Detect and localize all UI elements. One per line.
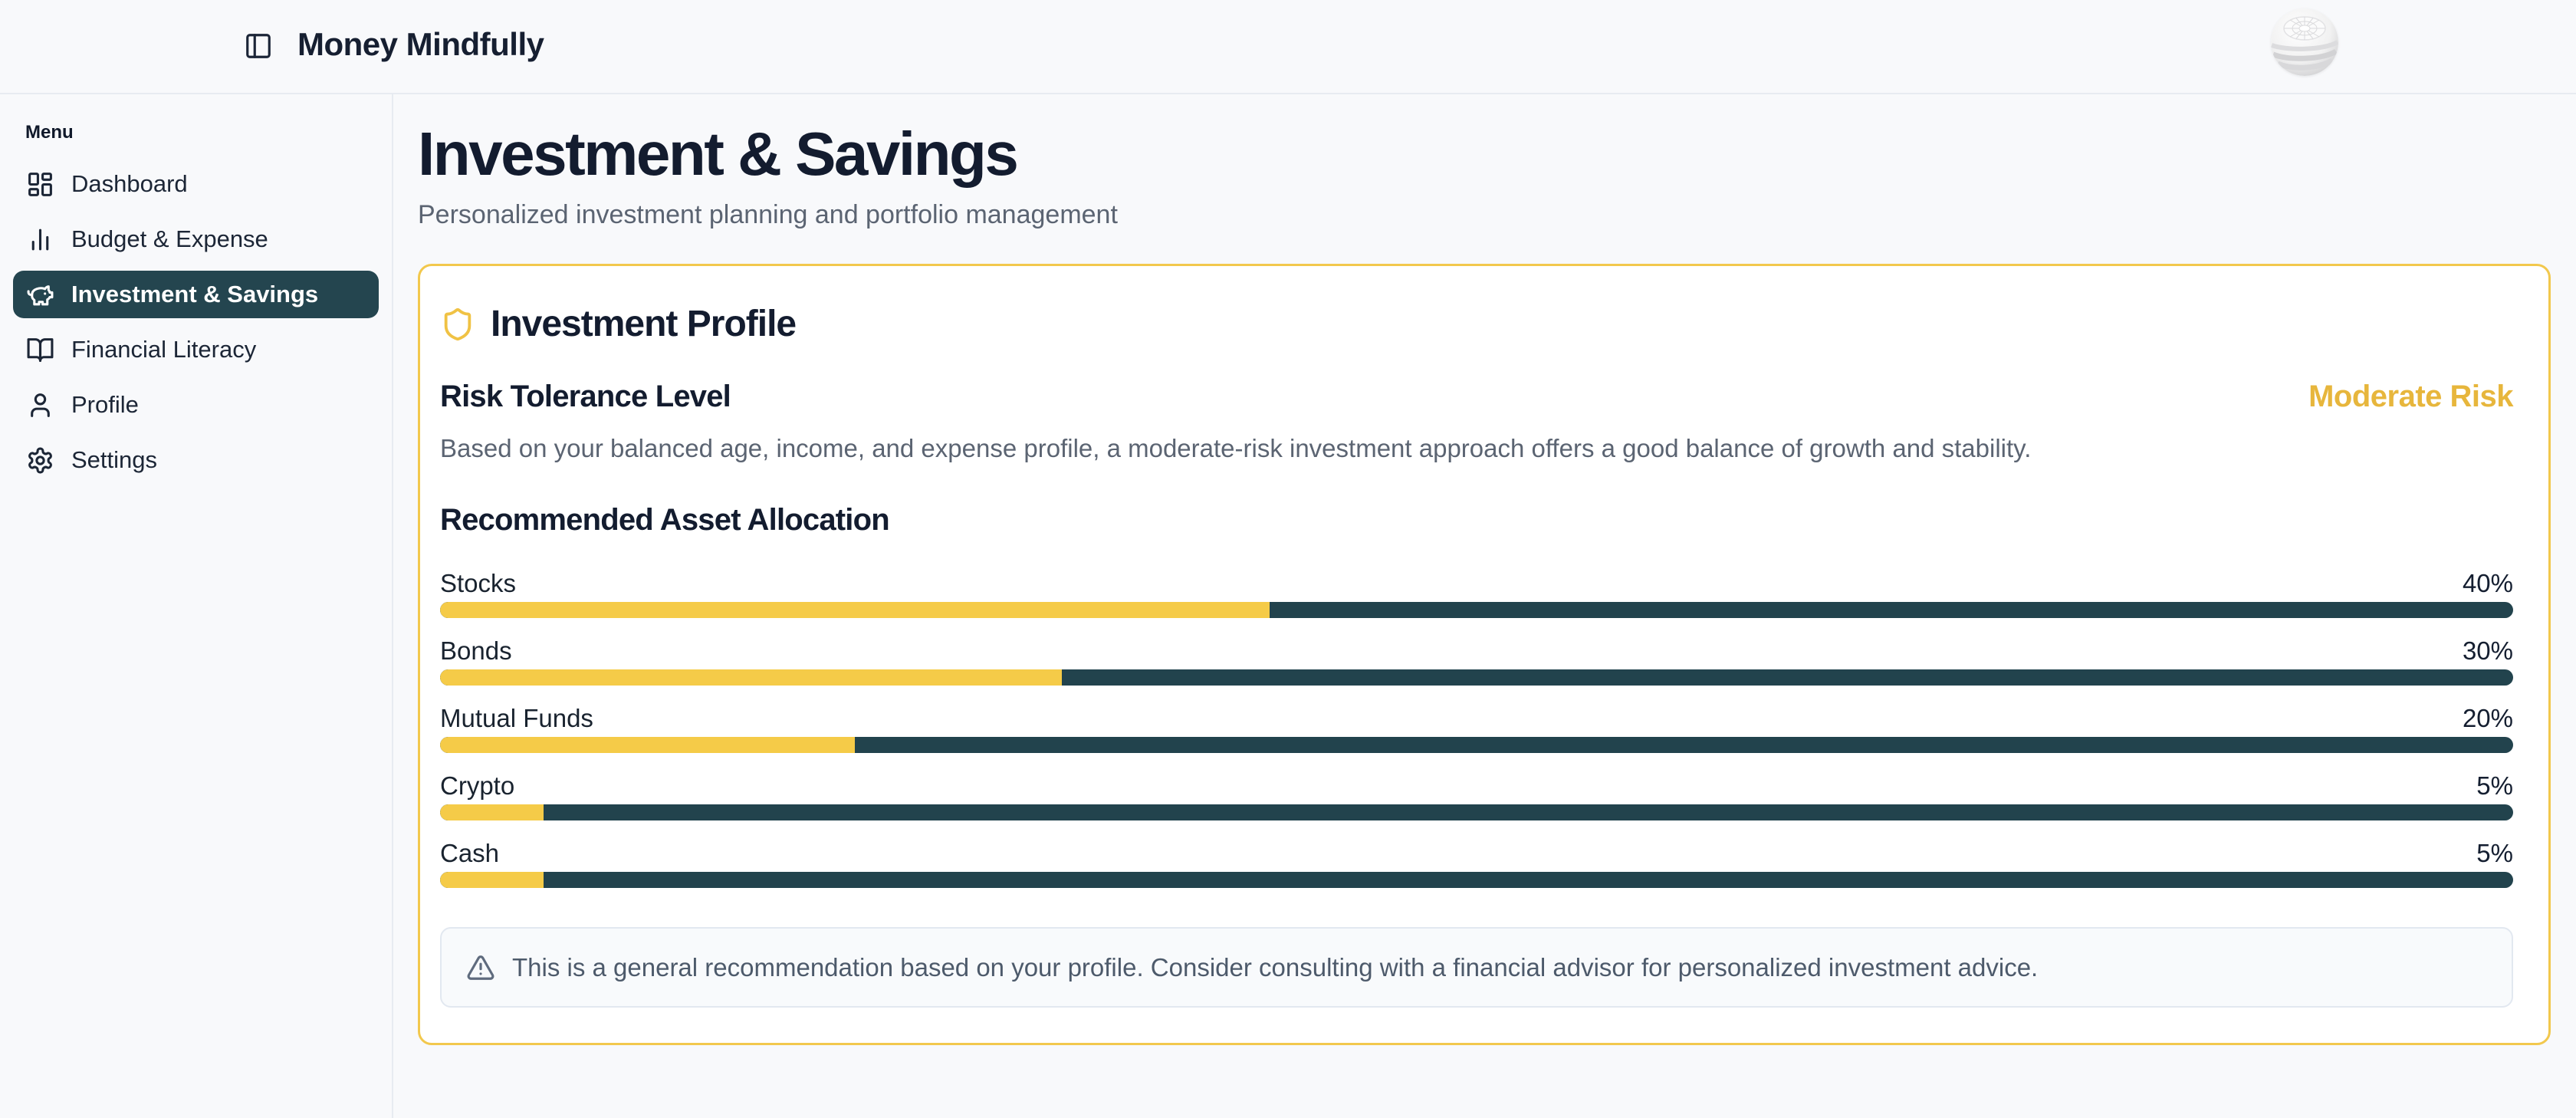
asset-percent: 40% — [2462, 569, 2513, 597]
menu-label: Menu — [25, 122, 74, 143]
piggy-bank-icon — [27, 284, 54, 305]
sidebar-item-label: Settings — [71, 446, 158, 473]
book-open-icon — [27, 337, 54, 362]
page-title: Investment & Savings — [418, 120, 1019, 188]
app-title: Money Mindfully — [297, 26, 544, 62]
asset-percent: 20% — [2462, 704, 2513, 732]
allocation-bar-track — [440, 669, 2513, 686]
allocation-bar-track — [440, 804, 2513, 820]
risk-tolerance-heading: Risk Tolerance Level — [440, 380, 731, 413]
sidebar-toggle-button[interactable] — [241, 29, 276, 64]
sidebar-item[interactable]: Profile — [13, 381, 379, 429]
allocation-bar-fill — [440, 737, 855, 753]
top-bar: Money Mindfully — [0, 0, 2576, 94]
allocation-row: Mutual Funds 20% — [440, 703, 2513, 753]
allocation-row: Stocks 40% — [440, 568, 2513, 618]
allocation-bar-track — [440, 737, 2513, 753]
panel-left-icon — [246, 33, 271, 58]
sidebar-item[interactable]: Financial Literacy — [13, 326, 379, 373]
sidebar-item-label: Profile — [71, 391, 139, 418]
risk-description: Based on your balanced age, income, and … — [440, 434, 2032, 462]
bar-chart-icon — [31, 229, 49, 250]
asset-percent: 30% — [2462, 636, 2513, 665]
advisor-note: This is a general recommendation based o… — [440, 927, 2513, 1008]
sidebar-item[interactable]: Investment & Savings — [13, 271, 379, 318]
investment-profile-card: Investment Profile Risk Tolerance Level … — [418, 264, 2551, 1045]
allocation-bar-fill — [440, 872, 544, 888]
advisor-note-text: This is a general recommendation based o… — [512, 952, 2039, 982]
sidebar: Menu Dashboard Budget & Expense Investme… — [0, 94, 393, 1118]
dashboard-icon — [28, 172, 52, 196]
asset-label: Stocks — [440, 569, 517, 597]
settings-icon — [28, 447, 52, 473]
card-title: Investment Profile — [491, 304, 797, 344]
avatar-image — [2271, 8, 2338, 76]
shield-icon — [444, 307, 472, 340]
allocation-bar-fill — [440, 602, 1270, 618]
sidebar-item-label: Budget & Expense — [71, 225, 268, 252]
allocation-row: Crypto 5% — [440, 771, 2513, 820]
allocation-bar-fill — [440, 669, 1063, 686]
asset-label: Cash — [440, 839, 500, 867]
sidebar-item-label: Dashboard — [71, 170, 188, 197]
user-icon — [31, 393, 50, 417]
sidebar-item[interactable]: Dashboard — [13, 160, 379, 208]
allocation-row: Cash 5% — [440, 838, 2513, 888]
sidebar-item[interactable]: Settings — [13, 436, 379, 484]
asset-percent: 5% — [2476, 771, 2513, 800]
allocation-bar-track — [440, 872, 2513, 888]
allocation-bar-track — [440, 602, 2513, 618]
allocation-row: Bonds 30% — [440, 636, 2513, 686]
main-content: Investment & Savings Personalized invest… — [395, 94, 2576, 1118]
sidebar-menu: Dashboard Budget & Expense Investment & … — [0, 160, 392, 484]
avatar[interactable] — [2271, 8, 2338, 76]
asset-label: Crypto — [440, 771, 515, 800]
sidebar-item-label: Financial Literacy — [71, 336, 257, 363]
risk-level-badge: Moderate Risk — [2308, 380, 2513, 413]
asset-label: Bonds — [440, 636, 512, 665]
sidebar-item[interactable]: Budget & Expense — [13, 215, 379, 263]
allocation-bar-fill — [440, 804, 544, 820]
sidebar-item-label: Investment & Savings — [71, 281, 319, 307]
alert-triangle-icon — [467, 955, 495, 980]
allocation-list: Stocks 40% Bonds 30% — [440, 568, 2513, 888]
page-subtitle: Personalized investment planning and por… — [418, 200, 1118, 229]
asset-percent: 5% — [2476, 839, 2513, 867]
asset-label: Mutual Funds — [440, 704, 593, 732]
allocation-heading: Recommended Asset Allocation — [440, 503, 890, 537]
